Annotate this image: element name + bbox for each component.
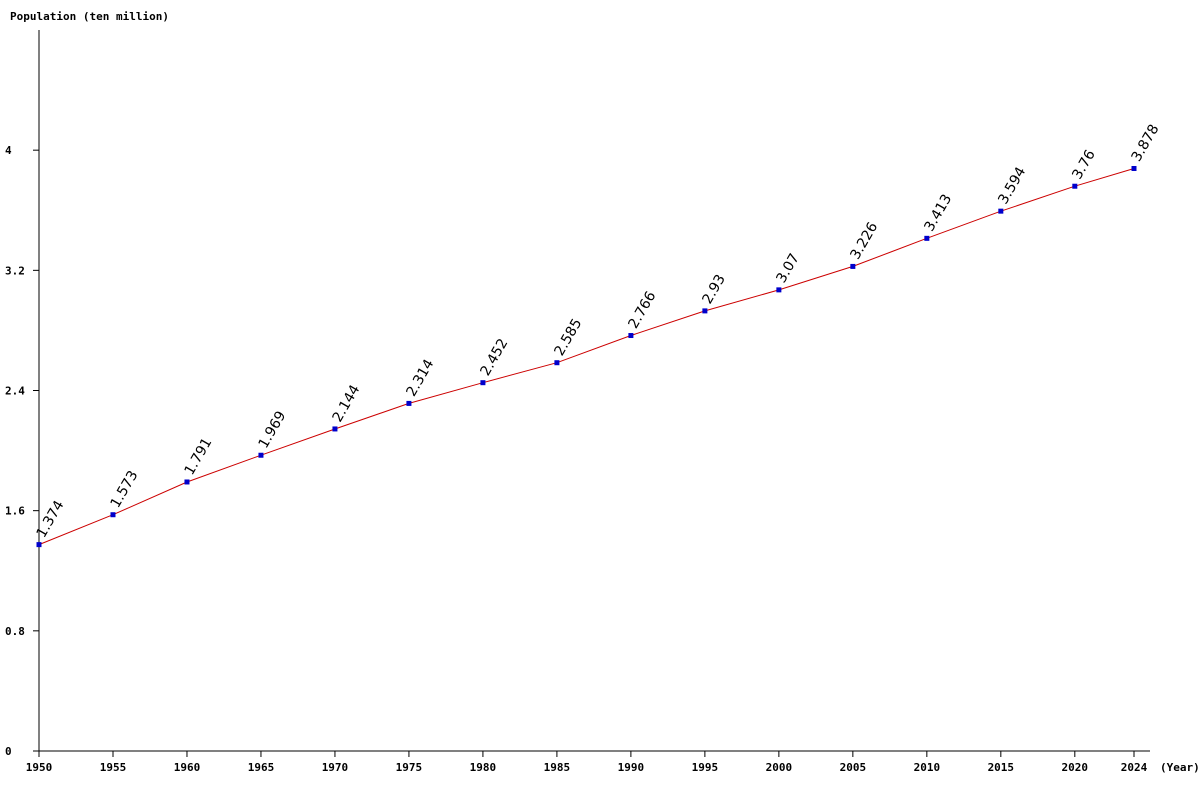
data-label: 1.969	[256, 409, 290, 452]
data-label: 2.144	[330, 382, 364, 425]
x-tick-label: 1990	[618, 761, 645, 774]
data-label: 2.452	[478, 336, 512, 379]
y-tick-label: 3.2	[5, 264, 25, 277]
data-label: 3.413	[921, 192, 955, 235]
data-point	[480, 380, 486, 386]
x-axis-label: (Year)	[1160, 761, 1200, 774]
data-point	[776, 287, 782, 293]
data-point	[1131, 165, 1137, 171]
data-point	[184, 479, 190, 485]
data-label: 1.791	[182, 435, 216, 478]
y-ticks: 0 0.8 1.6 2.4 3.2 4	[5, 144, 39, 758]
x-tick-label: 2024	[1121, 761, 1148, 774]
x-ticks: 1950 1955 1960 1965 1970 1975 1980 1985 1990 1995…	[26, 751, 1148, 774]
data-label: 2.766	[625, 289, 659, 332]
x-tick-label: 1950	[26, 761, 53, 774]
y-tick-label: 0.8	[5, 625, 25, 638]
data-point	[258, 452, 264, 458]
y-tick-label: 2.4	[5, 385, 25, 398]
x-tick-label: 2000	[766, 761, 793, 774]
data-point	[36, 542, 42, 548]
data-point	[924, 235, 930, 241]
data-point	[554, 360, 560, 366]
data-point	[998, 208, 1004, 214]
x-tick-label: 1970	[322, 761, 349, 774]
data-label: 3.878	[1129, 122, 1163, 165]
data-point	[406, 400, 412, 406]
x-tick-label: 1960	[174, 761, 201, 774]
y-tick-label: 4	[5, 144, 12, 157]
x-tick-label: 2015	[988, 761, 1015, 774]
x-tick-label: 2005	[840, 761, 867, 774]
data-label: 3.594	[995, 164, 1029, 207]
x-tick-label: 1980	[470, 761, 497, 774]
population-line	[38, 168, 1135, 546]
x-tick-label: 1975	[396, 761, 423, 774]
y-tick-label: 0	[5, 745, 12, 758]
data-points	[36, 165, 1137, 548]
data-point	[628, 333, 634, 339]
data-label: 2.585	[552, 316, 586, 359]
x-tick-label: 1955	[100, 761, 127, 774]
data-label: 3.226	[847, 220, 881, 263]
x-tick-label: 2010	[914, 761, 941, 774]
data-label: 3.76	[1069, 147, 1098, 182]
data-label: 2.93	[699, 272, 728, 307]
data-label: 3.07	[773, 251, 802, 286]
x-tick-label: 1985	[544, 761, 571, 774]
data-point	[850, 263, 856, 269]
data-label: 2.314	[404, 357, 438, 400]
data-point	[110, 512, 116, 518]
data-point	[332, 426, 338, 432]
x-tick-label: 2020	[1062, 761, 1089, 774]
data-point	[1072, 183, 1078, 189]
x-tick-label: 1995	[692, 761, 719, 774]
y-tick-label: 1.6	[5, 505, 25, 518]
x-tick-label: 1965	[248, 761, 275, 774]
data-point	[702, 308, 708, 314]
y-axis-label: Population (ten million)	[10, 10, 169, 23]
